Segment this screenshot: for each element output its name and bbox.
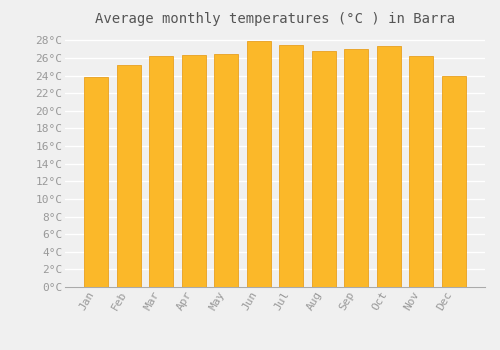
Bar <box>214 54 238 287</box>
Bar <box>442 76 466 287</box>
Bar <box>149 56 174 287</box>
Bar <box>116 65 141 287</box>
Bar <box>409 56 434 287</box>
Bar <box>344 49 368 287</box>
Bar <box>312 51 336 287</box>
Bar <box>376 47 401 287</box>
Bar <box>84 77 108 287</box>
Bar <box>279 45 303 287</box>
Bar <box>246 41 271 287</box>
Bar <box>182 55 206 287</box>
Title: Average monthly temperatures (°C ) in Barra: Average monthly temperatures (°C ) in Ba… <box>95 12 455 26</box>
